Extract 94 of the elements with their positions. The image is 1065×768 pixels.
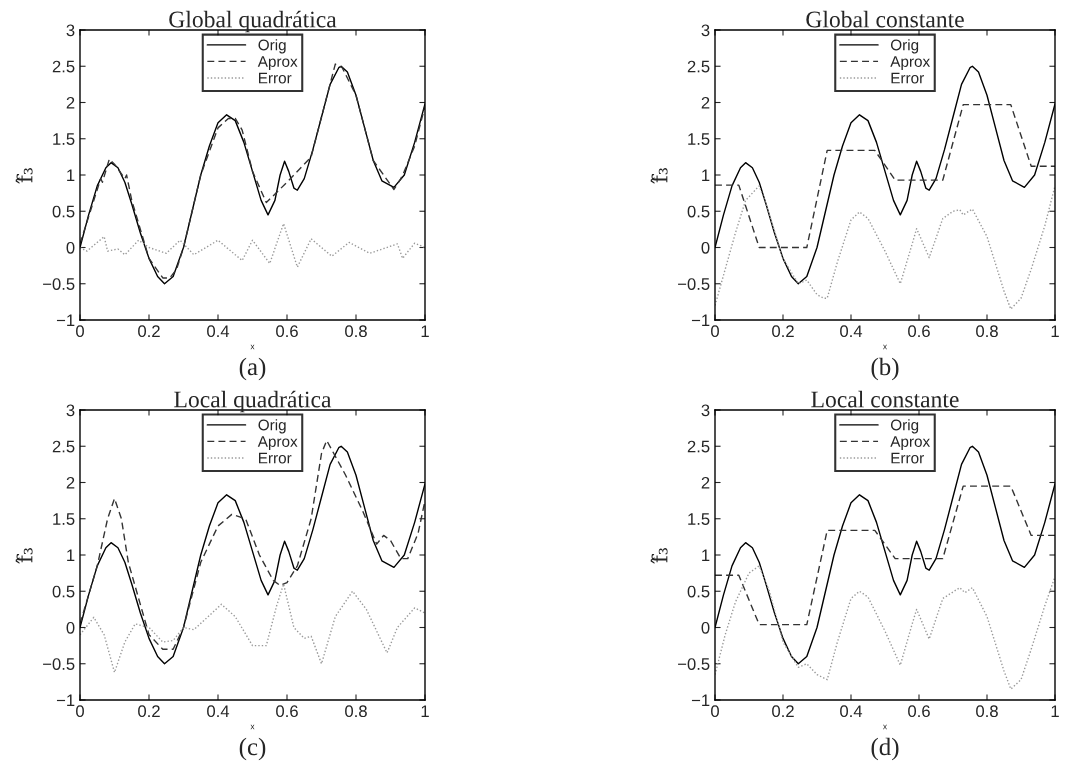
line-series [80,222,425,268]
legend-label: Aprox [257,56,298,70]
y-tick-label: 2 [701,96,710,109]
y-tick-label: 2.5 [687,440,710,453]
text: (c) [239,737,266,761]
x-tick-label: 0 [711,705,719,718]
x-tick-label: 0.4 [207,325,230,338]
x-tick-label: 0.2 [138,325,160,338]
x-tick-label: 0 [76,325,84,338]
y-tick-label: 1 [67,549,75,562]
x-axis-title: x [883,724,887,730]
line-series [715,565,1055,690]
x-tick-label: 0.2 [772,705,794,718]
y-tick-label: −1 [56,694,75,707]
legend-label: Error [259,72,292,84]
x-tick-label: 0.4 [840,705,863,718]
x-tick-label: 0.8 [976,705,998,718]
x-tick-label: 0.6 [276,325,298,338]
x-tick-label: 0.8 [345,705,367,718]
x-tick-label: 0.4 [207,705,230,718]
y-tick-label: 2.5 [52,60,75,73]
y-tick-label: −0.5 [43,658,75,670]
y-tick-label: 2 [66,96,75,109]
y-tick-label: −1 [691,314,710,327]
x-tick-label: 0 [711,325,719,338]
y-tick-label: 0 [66,241,75,254]
x-tick-label: 0.2 [772,325,794,338]
x-tick-label: 1 [1051,325,1059,337]
text: (d) [871,737,899,761]
y-tick-label: 0 [701,621,710,634]
y-tick-label: 2 [701,476,710,489]
line-series [715,485,1055,626]
x-tick-label: 0.8 [345,325,367,338]
y-tick-label: −1 [56,314,75,327]
x-tick-label: 1 [421,705,429,717]
legend-label: Orig [258,39,286,54]
x-tick-label: 0.4 [840,325,863,338]
legend-label: Orig [258,419,286,434]
text: (a) [239,357,266,381]
chart-title: Local quadrática [174,390,332,413]
y-tick-label: 1 [67,169,75,182]
y-tick-label: 2 [66,476,75,489]
chart-title: Global quadrática [169,10,337,33]
x-tick-label: 0.6 [908,705,930,718]
y-axis-title: f̂₃ [650,168,668,184]
chart-title: Local constante [811,390,959,408]
line-series [715,103,1055,249]
y-tick-label: 1.5 [53,513,75,525]
text: (b) [871,357,899,381]
y-axis-title: f̂₃ [15,168,33,184]
y-tick-label: 3 [701,24,710,37]
line-series [80,583,425,674]
y-tick-label: 3 [701,404,710,417]
y-axis-title: f̂₃ [15,548,33,564]
legend-label: Aprox [890,436,930,450]
legend-label: Aprox [257,436,298,450]
y-tick-label: −1 [691,694,710,707]
y-tick-label: 0.5 [687,205,710,218]
legend-label: Orig [890,39,919,54]
x-tick-label: 0.6 [276,705,298,718]
legend-label: Aprox [890,56,930,70]
y-tick-label: 0 [66,621,75,634]
chart-title: Global constante [806,10,964,28]
y-tick-label: 1 [702,169,710,182]
y-tick-label: 2.5 [687,60,710,73]
x-axis-title: x [250,724,255,730]
x-tick-label: 0 [76,705,84,718]
legend-label: Error [259,452,292,464]
legend-label: Error [891,72,924,84]
y-tick-label: 0.5 [52,585,75,598]
x-axis-title: x [883,344,887,350]
y-tick-label: 1 [702,549,710,562]
x-tick-label: 0.2 [138,705,160,718]
y-tick-label: 1.5 [688,133,710,145]
y-tick-label: 0.5 [52,205,75,218]
x-tick-label: 1 [421,325,429,337]
y-tick-label: −0.5 [678,278,710,290]
x-tick-label: 1 [1051,705,1059,717]
legend-label: Error [891,452,924,464]
y-tick-label: 3 [66,24,75,37]
line-series [715,185,1055,310]
y-axis-title: f̂₃ [650,548,668,564]
legend-label: Orig [890,419,919,434]
y-tick-label: 0.5 [687,585,710,598]
y-tick-label: −0.5 [678,658,710,670]
y-tick-label: −0.5 [43,278,75,290]
x-axis-title: x [250,344,255,350]
y-tick-label: 1.5 [53,133,75,145]
x-tick-label: 0.6 [908,325,930,338]
y-tick-label: 0 [701,241,710,254]
y-tick-label: 3 [66,404,75,417]
x-tick-label: 0.8 [976,325,998,338]
y-tick-label: 2.5 [52,440,75,453]
y-tick-label: 1.5 [688,513,710,525]
